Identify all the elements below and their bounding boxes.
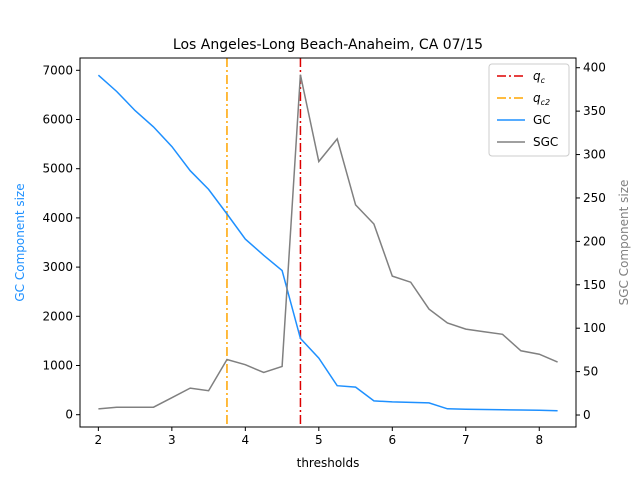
right-y-tick-label: 350 bbox=[583, 104, 606, 118]
right-y-tick-label: 250 bbox=[583, 191, 606, 205]
left-axis-label: GC Component size bbox=[13, 183, 27, 301]
axis-ticks: 2 3 4 5 6 7 8 0 1000 2000 3000 4000 5000 6000 7000 0 50 1… bbox=[42, 61, 605, 447]
left-y-tick-label: 6000 bbox=[42, 113, 73, 127]
right-y-tick-label: 100 bbox=[583, 321, 606, 335]
x-tick-label: 5 bbox=[315, 433, 323, 447]
x-tick-label: 7 bbox=[462, 433, 470, 447]
right-y-tick-label: 150 bbox=[583, 278, 606, 292]
legend: qc qc2 GC SGC bbox=[488, 63, 570, 157]
left-y-tick-label: 5000 bbox=[42, 162, 73, 176]
legend-label: GC bbox=[533, 113, 551, 127]
left-y-tick-label: 2000 bbox=[42, 309, 73, 323]
x-tick-label: 3 bbox=[168, 433, 176, 447]
right-y-tick-label: 200 bbox=[583, 234, 606, 248]
chart-title: Los Angeles-Long Beach-Anaheim, CA 07/15 bbox=[173, 37, 483, 53]
plot-frame bbox=[79, 57, 577, 428]
legend-label: SGC bbox=[533, 135, 558, 149]
right-y-tick-label: 400 bbox=[583, 61, 606, 75]
left-y-tick-label: 3000 bbox=[42, 260, 73, 274]
series-line-gc bbox=[97, 74, 558, 412]
x-axis-label: thresholds bbox=[297, 456, 360, 470]
legend-label: qc2 bbox=[533, 91, 550, 107]
legend-box bbox=[488, 63, 570, 157]
right-y-tick-label: 50 bbox=[583, 365, 598, 379]
x-tick-label: 4 bbox=[242, 433, 250, 447]
plot-lines bbox=[97, 58, 558, 427]
right-y-tick-label: 300 bbox=[583, 148, 606, 162]
left-y-tick-label: 4000 bbox=[42, 211, 73, 225]
series-line-sgc bbox=[98, 74, 558, 410]
left-y-tick-label: 7000 bbox=[42, 63, 73, 77]
x-tick-label: 2 bbox=[95, 433, 103, 447]
x-tick-label: 6 bbox=[388, 433, 396, 447]
x-tick-label: 8 bbox=[535, 433, 543, 447]
left-y-tick-label: 1000 bbox=[42, 359, 73, 373]
legend-label: qc bbox=[533, 69, 546, 85]
right-y-tick-label: 0 bbox=[583, 408, 591, 422]
right-axis-label: SGC Component size bbox=[617, 180, 631, 306]
left-y-tick-label: 0 bbox=[65, 408, 73, 422]
